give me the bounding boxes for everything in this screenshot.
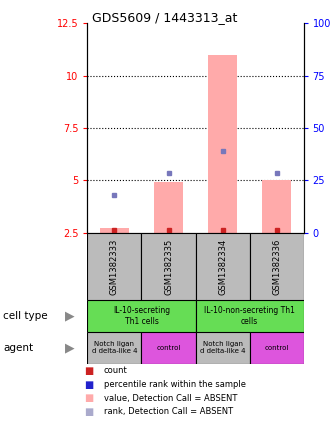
Bar xyxy=(249,233,304,300)
Text: Notch ligan
d delta-like 4: Notch ligan d delta-like 4 xyxy=(200,341,245,354)
Text: control: control xyxy=(264,345,289,351)
Text: GDS5609 / 1443313_at: GDS5609 / 1443313_at xyxy=(92,11,238,24)
Bar xyxy=(195,233,249,300)
Bar xyxy=(195,300,304,332)
Text: percentile rank within the sample: percentile rank within the sample xyxy=(104,380,246,389)
Bar xyxy=(87,233,142,300)
Bar xyxy=(87,332,142,364)
Text: value, Detection Call = ABSENT: value, Detection Call = ABSENT xyxy=(104,393,237,403)
Bar xyxy=(195,332,249,364)
Bar xyxy=(249,332,304,364)
Text: IL-10-non-secreting Th1
cells: IL-10-non-secreting Th1 cells xyxy=(204,307,295,326)
Text: ■: ■ xyxy=(84,379,94,390)
Text: ■: ■ xyxy=(84,407,94,417)
Text: control: control xyxy=(156,345,181,351)
Text: ▶: ▶ xyxy=(64,341,74,354)
Text: count: count xyxy=(104,366,128,376)
Text: IL-10-secreting
Th1 cells: IL-10-secreting Th1 cells xyxy=(113,307,170,326)
Bar xyxy=(100,228,129,233)
Bar xyxy=(262,180,291,233)
Text: ■: ■ xyxy=(84,393,94,403)
Text: agent: agent xyxy=(3,343,33,353)
Bar xyxy=(87,300,195,332)
Text: ▶: ▶ xyxy=(64,310,74,323)
Text: Notch ligan
d delta-like 4: Notch ligan d delta-like 4 xyxy=(92,341,137,354)
Text: GSM1382334: GSM1382334 xyxy=(218,239,227,294)
Text: cell type: cell type xyxy=(3,311,48,321)
Bar xyxy=(208,55,237,233)
Text: ■: ■ xyxy=(84,366,94,376)
Text: GSM1382336: GSM1382336 xyxy=(272,238,281,295)
Bar xyxy=(142,233,196,300)
Text: rank, Detection Call = ABSENT: rank, Detection Call = ABSENT xyxy=(104,407,233,416)
Bar xyxy=(154,182,183,233)
Bar xyxy=(142,332,196,364)
Text: GSM1382333: GSM1382333 xyxy=(110,238,119,295)
Text: GSM1382335: GSM1382335 xyxy=(164,239,173,294)
